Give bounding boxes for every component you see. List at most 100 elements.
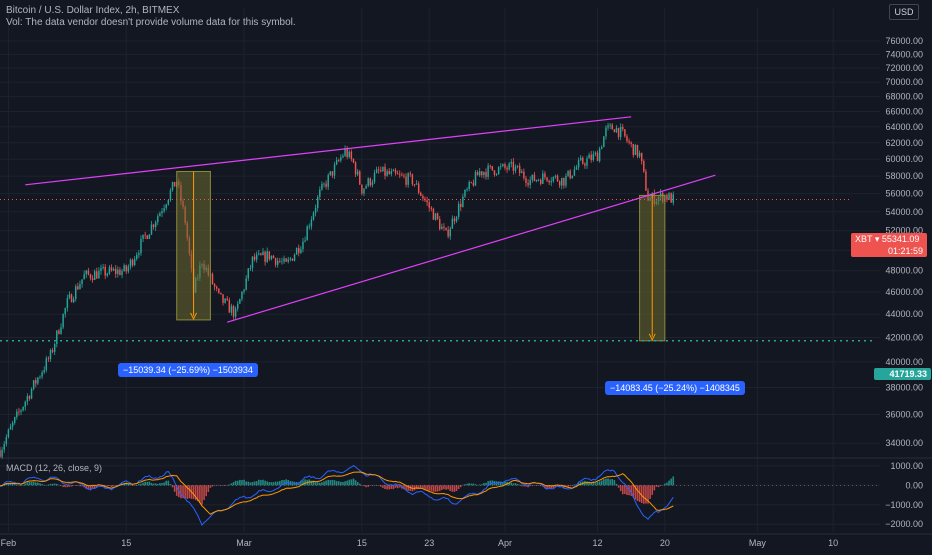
candle-down: [523, 171, 525, 179]
price-axis-label: 68000.00: [885, 92, 923, 102]
candle-down: [232, 306, 235, 317]
macd-histogram-bar: [487, 481, 489, 486]
candle-up: [30, 389, 33, 399]
candle-up: [464, 189, 466, 197]
macd-axis-label: −2000.00: [885, 519, 923, 529]
lower-trendline[interactable]: [227, 174, 716, 323]
candle-down: [613, 129, 616, 133]
macd-histogram-bar: [624, 485, 626, 494]
candle-down: [624, 129, 626, 137]
measure-label-left[interactable]: −15039.34 (−25.69%) −1503934: [118, 363, 258, 377]
macd-histogram-bar: [138, 483, 140, 486]
macd-histogram-bar: [434, 485, 437, 492]
candle-up: [106, 273, 109, 276]
macd-histogram-bar: [529, 485, 531, 487]
macd-histogram-bar: [661, 484, 664, 486]
candle-down: [636, 144, 639, 157]
candle-down: [35, 380, 37, 384]
macd-histogram-bar: [262, 479, 264, 486]
price-axis-label: 46000.00: [885, 287, 923, 297]
currency-button[interactable]: USD: [889, 4, 919, 20]
candle-up: [371, 182, 374, 186]
price-axis-label: 62000.00: [885, 138, 923, 148]
macd-histogram-bar: [377, 485, 380, 486]
candle-up: [609, 124, 611, 126]
candle-up: [594, 152, 597, 155]
candle-down: [563, 177, 565, 186]
candle-down: [481, 171, 483, 176]
candle-down: [556, 175, 559, 182]
macd-histogram-bar: [91, 485, 94, 489]
macd-histogram-bar: [668, 480, 670, 486]
candle-up: [449, 228, 451, 237]
candle-up: [251, 256, 254, 268]
macd-histogram-bar: [344, 481, 346, 486]
candle-up: [1, 449, 3, 457]
macd-histogram-bar: [459, 485, 462, 488]
price-axis-label: 40000.00: [885, 357, 923, 367]
macd-histogram-bar: [108, 485, 111, 487]
candle-down: [569, 170, 571, 179]
macd-histogram-bar: [525, 485, 527, 487]
macd-histogram-bar: [150, 482, 153, 486]
macd-histogram-bar: [180, 485, 182, 499]
macd-histogram-bar: [567, 485, 569, 487]
macd-histogram-bar: [45, 484, 48, 486]
macd-histogram-bar: [415, 485, 418, 490]
candle-down: [617, 127, 620, 138]
macd-histogram-bar: [266, 481, 269, 486]
candle-up: [224, 298, 226, 303]
candle-down: [590, 154, 592, 161]
candle-up: [3, 443, 5, 450]
macd-histogram-bar: [373, 485, 376, 486]
candle-down: [438, 219, 441, 230]
macd-histogram-bar: [478, 484, 481, 486]
macd-histogram-bar: [39, 483, 41, 486]
macd-histogram-bar: [28, 481, 31, 486]
macd-histogram-bar: [607, 478, 609, 486]
candle-up: [474, 172, 477, 186]
macd-histogram-bar: [546, 485, 548, 489]
macd-histogram-bar: [32, 481, 35, 486]
macd-histogram-bar: [276, 481, 279, 486]
macd-histogram-bar: [51, 483, 54, 486]
chart-title: Bitcoin / U.S. Dollar Index, 2h, BITMEX: [6, 5, 180, 16]
macd-histogram-bar: [182, 485, 184, 499]
candle-up: [262, 251, 264, 256]
candle-up: [552, 176, 555, 182]
macd-histogram-bar: [664, 483, 666, 486]
candle-up: [356, 171, 359, 175]
macd-histogram-bar: [87, 485, 90, 490]
candle-up: [127, 266, 130, 272]
macd-histogram-bar: [651, 485, 654, 495]
candle-up: [165, 204, 167, 209]
candle-up: [133, 259, 136, 266]
candle-down: [426, 200, 428, 203]
macd-histogram-bar: [140, 483, 142, 486]
measure-label-right[interactable]: −14083.45 (−25.24%) −1408345: [605, 381, 745, 395]
macd-histogram-bar: [291, 481, 294, 486]
macd-indicator-label[interactable]: MACD (12, 26, close, 9): [6, 463, 103, 473]
candle-down: [504, 164, 506, 168]
price-axis-label: 72000.00: [885, 63, 923, 73]
candle-up: [605, 127, 607, 137]
price-axis-label: 36000.00: [885, 410, 923, 420]
candle-down: [125, 265, 127, 272]
candle-down: [506, 167, 508, 170]
macd-histogram-bar: [464, 484, 466, 486]
candle-up: [167, 200, 170, 205]
price-axis-label: 52000.00: [885, 226, 923, 236]
candle-up: [455, 216, 458, 222]
upper-trendline[interactable]: [25, 116, 632, 186]
macd-histogram-bar: [112, 485, 115, 487]
candle-up: [500, 166, 502, 168]
macd-histogram-bar: [466, 483, 468, 486]
candle-up: [243, 289, 245, 292]
macd-histogram-bar: [449, 485, 452, 491]
candle-up: [392, 169, 395, 172]
candle-up: [247, 268, 250, 279]
macd-histogram-bar: [533, 484, 536, 486]
candle-up: [497, 167, 500, 175]
